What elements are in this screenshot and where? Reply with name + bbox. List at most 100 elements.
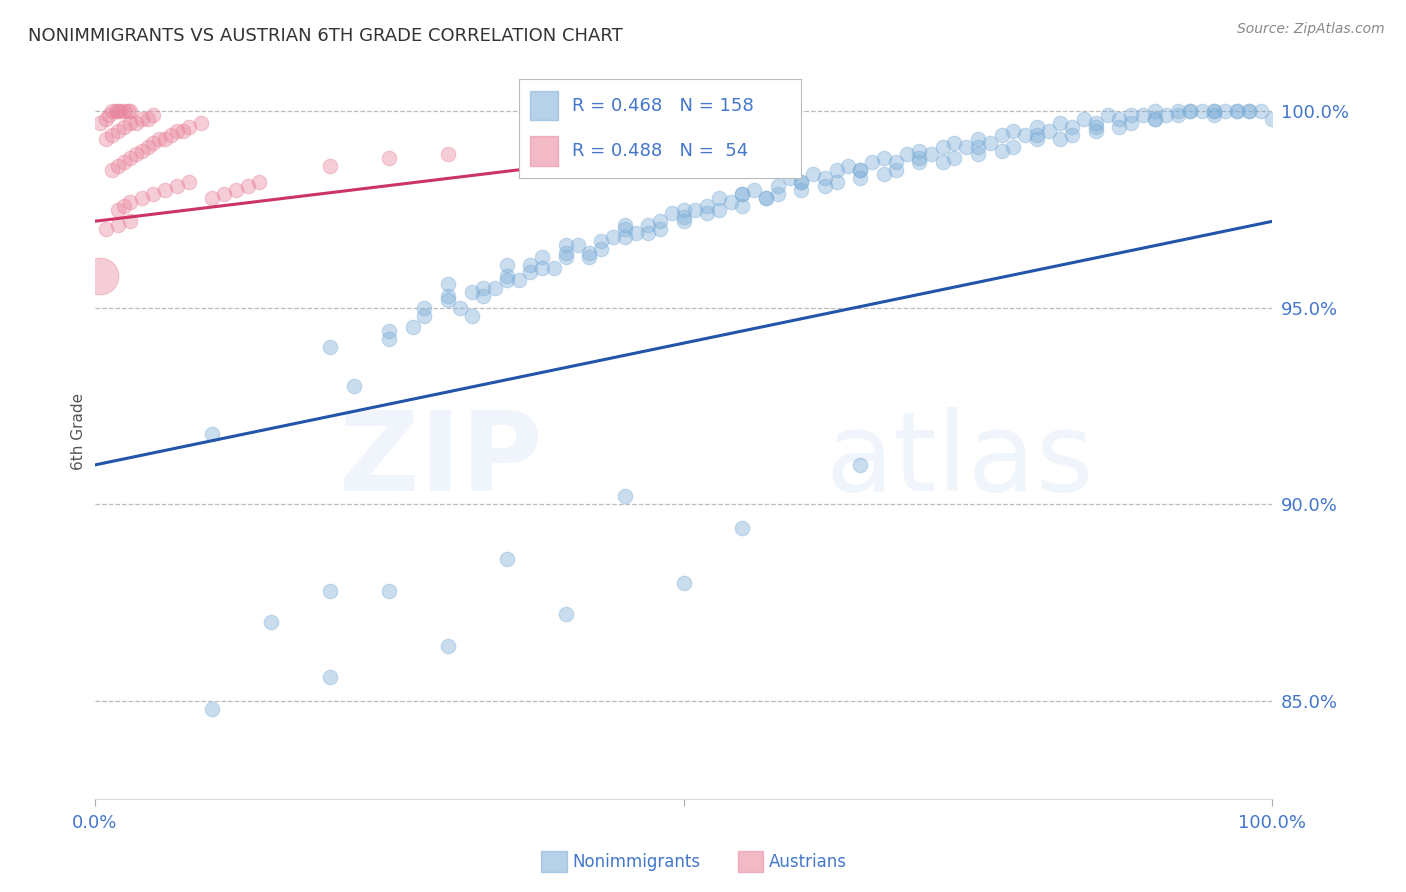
Point [790, 175, 813, 189]
Point [225, 183, 247, 197]
Point [554, 238, 576, 252]
Point [766, 186, 789, 201]
Point [437, 147, 460, 161]
Point [1049, 132, 1071, 146]
Point [97, 108, 120, 122]
Point [236, 178, 259, 193]
Point [260, 615, 283, 630]
Point [637, 218, 659, 232]
Point [1250, 104, 1272, 119]
Point [696, 206, 718, 220]
Point [437, 277, 460, 292]
Point [1143, 112, 1166, 127]
Point [990, 128, 1012, 142]
Point [89, 269, 111, 284]
Point [212, 186, 235, 201]
Point [96, 112, 118, 127]
Point [1025, 132, 1047, 146]
Point [591, 234, 613, 248]
Point [319, 670, 342, 684]
Point [89, 116, 111, 130]
Point [1191, 104, 1213, 119]
Point [1121, 108, 1143, 122]
Point [720, 194, 742, 209]
Point [110, 104, 132, 119]
Point [672, 214, 695, 228]
Point [814, 178, 837, 193]
Point [731, 186, 754, 201]
Point [1025, 120, 1047, 134]
Point [319, 159, 342, 173]
Point [1156, 108, 1178, 122]
Point [118, 104, 141, 119]
Point [378, 152, 401, 166]
Point [107, 124, 129, 138]
Point [1073, 112, 1095, 127]
Point [142, 108, 165, 122]
Point [118, 214, 141, 228]
Point [401, 320, 423, 334]
Point [1215, 104, 1237, 119]
Point [908, 144, 931, 158]
Point [112, 120, 135, 134]
Point [1108, 120, 1130, 134]
Point [1143, 104, 1166, 119]
Point [1121, 116, 1143, 130]
Point [742, 183, 765, 197]
Point [685, 202, 707, 217]
Point [591, 242, 613, 256]
Text: Nonimmigrants: Nonimmigrants [572, 853, 700, 871]
Point [508, 273, 530, 287]
Point [155, 132, 177, 146]
Point [1014, 128, 1036, 142]
Point [779, 171, 801, 186]
Point [707, 191, 730, 205]
Point [177, 120, 200, 134]
Point [943, 152, 966, 166]
Point [495, 258, 517, 272]
Point [766, 178, 789, 193]
Point [118, 152, 141, 166]
Point [107, 218, 129, 232]
Point [531, 250, 554, 264]
Point [136, 112, 159, 127]
Point [343, 379, 366, 393]
Point [519, 265, 541, 279]
Point [849, 458, 872, 472]
Point [908, 152, 931, 166]
Point [672, 202, 695, 217]
Point [413, 309, 436, 323]
Point [790, 183, 813, 197]
Point [125, 147, 148, 161]
Point [131, 144, 153, 158]
Point [142, 186, 165, 201]
Point [931, 139, 953, 153]
Point [825, 163, 848, 178]
Point [648, 214, 671, 228]
Point [955, 139, 977, 153]
Point [112, 198, 135, 212]
Point [543, 261, 565, 276]
Point [896, 147, 918, 161]
Point [96, 132, 118, 146]
Point [554, 607, 576, 622]
Point [672, 211, 695, 225]
Point [472, 281, 495, 295]
Point [101, 163, 124, 178]
Point [101, 104, 124, 119]
Point [460, 309, 482, 323]
Point [731, 186, 754, 201]
Point [125, 116, 148, 130]
Point [378, 324, 401, 338]
Point [1237, 104, 1260, 119]
Point [136, 139, 159, 153]
Point [873, 152, 896, 166]
Point [1261, 112, 1284, 127]
Point [495, 273, 517, 287]
Point [131, 191, 153, 205]
Point [1097, 108, 1119, 122]
Point [437, 293, 460, 307]
Point [104, 104, 127, 119]
Point [131, 112, 153, 127]
Point [613, 230, 636, 244]
